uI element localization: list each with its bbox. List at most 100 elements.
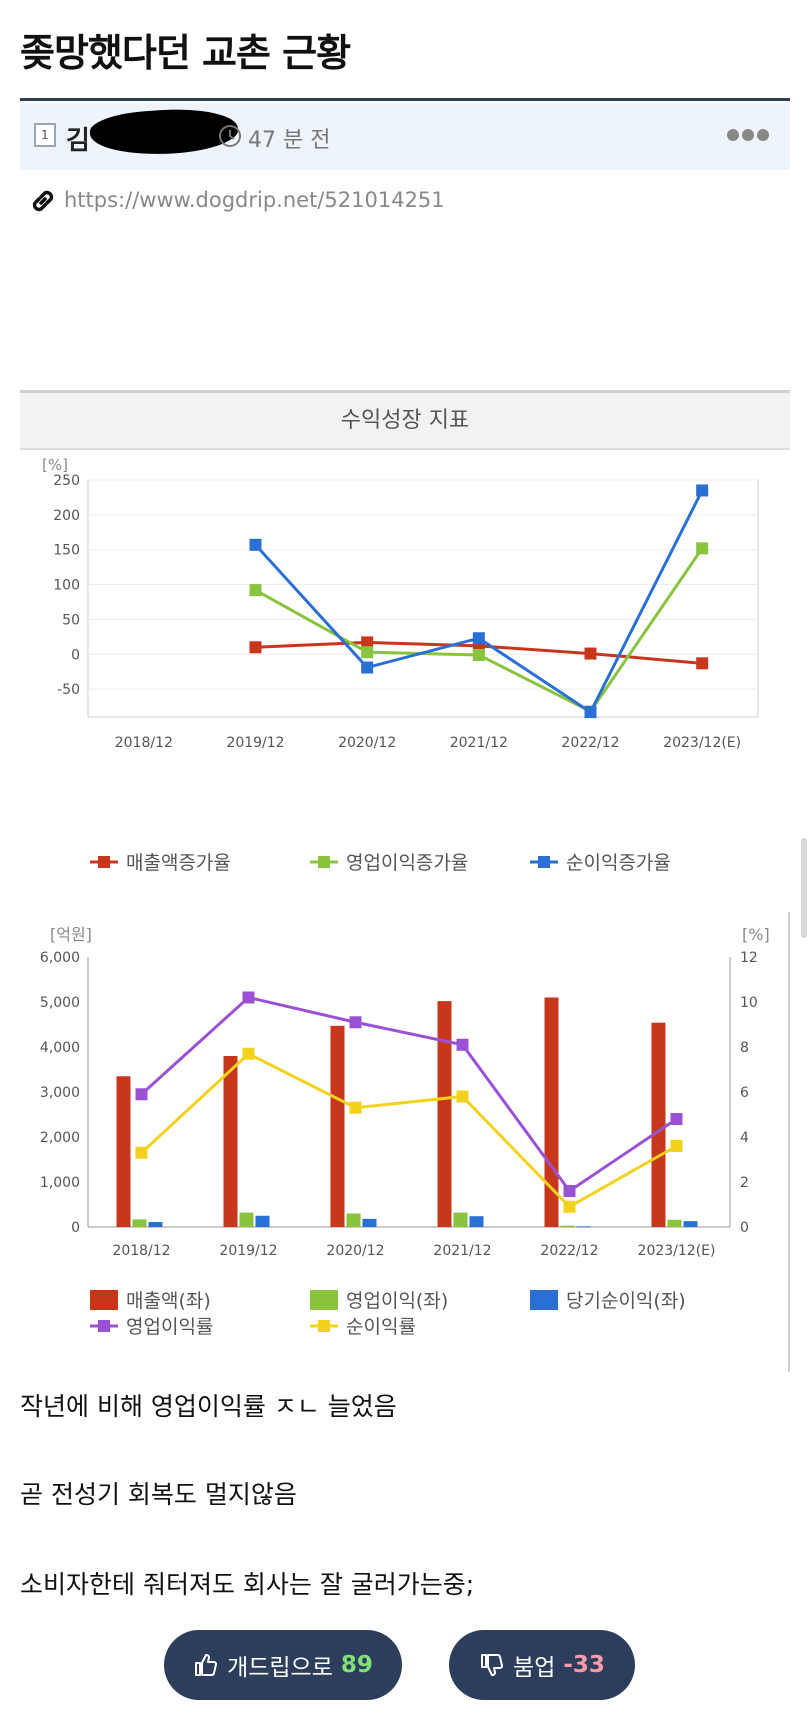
legend-marker (98, 856, 110, 868)
legend-label: 매출액(좌) (126, 1290, 211, 1312)
y-tick-label: 200 (53, 508, 80, 524)
right-tick-label: 2 (740, 1175, 749, 1191)
legend-marker (530, 1290, 558, 1310)
bar (362, 1218, 377, 1227)
y-tick-label: 50 (62, 612, 80, 628)
data-point (456, 1038, 469, 1051)
x-tick-label: 2019/12 (226, 735, 284, 751)
redaction-scribble (88, 104, 240, 160)
right-tick-label: 4 (740, 1130, 749, 1146)
x-tick-label: 2021/12 (433, 1243, 491, 1259)
x-tick-label: 2020/12 (338, 735, 396, 751)
data-point (349, 1016, 362, 1029)
legend-label: 영업이익(좌) (346, 1290, 448, 1312)
bar (116, 1076, 131, 1227)
body-line-3: 소비자한테 줘터져도 회사는 잘 굴러가는중; (20, 1570, 475, 1599)
x-tick-label: 2018/12 (112, 1243, 170, 1259)
data-point (696, 657, 709, 670)
legend-marker (318, 856, 330, 868)
legend-marker (310, 1290, 338, 1310)
legend-label: 매출액증가율 (126, 852, 231, 874)
right-tick-label: 6 (740, 1085, 749, 1101)
bar (223, 1056, 238, 1227)
body-line-2: 곧 전성기 회복도 멀지않음 (20, 1480, 297, 1509)
data-point (349, 1101, 362, 1114)
title-divider (20, 98, 790, 101)
upvote-label: 개드립으로 (227, 1655, 333, 1681)
y-tick-label: 150 (53, 543, 80, 559)
left-tick-label: 1,000 (40, 1175, 80, 1191)
growth-line-chart: [%] 250 200 150 100 50 0 -50 2018/12 2019/12 2020… (42, 456, 759, 874)
data-point (242, 991, 255, 1004)
x-tick-label: 2023/12(E) (638, 1243, 716, 1259)
right-tick-label: 0 (740, 1220, 749, 1236)
left-axis-unit: [억원] (50, 925, 92, 944)
plot-area (87, 479, 759, 718)
data-point (563, 1185, 576, 1197)
data-point (696, 484, 709, 497)
left-tick-label: 6,000 (40, 950, 80, 966)
legend-marker (98, 1320, 110, 1332)
x-tick-label: 2020/12 (326, 1243, 384, 1259)
legend-label: 순이익증가율 (566, 852, 671, 874)
data-point (670, 1140, 683, 1152)
body-line-1: 작년에 비해 영업이익률 ㅈㄴ 늘었음 (20, 1392, 397, 1421)
data-point (249, 641, 262, 654)
right-axis-unit: [%] (742, 925, 770, 944)
bar (437, 1001, 452, 1227)
downvote-button[interactable]: 붐업 -33 (449, 1630, 635, 1700)
y-tick-label: 250 (53, 473, 80, 489)
y-tick-label: -50 (57, 682, 80, 698)
downvote-label: 붐업 (513, 1655, 556, 1681)
data-point (361, 646, 374, 659)
left-tick-label: 4,000 (40, 1040, 80, 1056)
data-point (135, 1146, 148, 1159)
legend-label: 순이익률 (346, 1316, 416, 1338)
upvote-button[interactable]: 개드립으로 89 (164, 1630, 402, 1700)
bar (667, 1219, 682, 1227)
profit-combo-chart: [억원] [%] 6,000 5,000 4,000 3,000 2,000 1,000 0… (40, 925, 770, 1338)
right-tick-label: 8 (740, 1040, 749, 1056)
x-tick-label: 2018/12 (115, 735, 173, 751)
legend-label: 영업이익률 (126, 1316, 213, 1338)
data-point (249, 538, 262, 551)
left-tick-label: 5,000 (40, 995, 80, 1011)
data-point (361, 661, 374, 674)
data-point (456, 1090, 469, 1103)
x-tick-label: 2019/12 (219, 1243, 277, 1259)
y-axis-unit: [%] (42, 456, 68, 474)
left-tick-label: 0 (71, 1220, 80, 1236)
y-tick-label: 0 (71, 647, 80, 663)
data-point (584, 647, 597, 660)
left-tick-label: 3,000 (40, 1085, 80, 1101)
data-point (242, 1047, 255, 1060)
left-tick-label: 2,000 (40, 1130, 80, 1146)
x-tick-label: 2021/12 (450, 735, 508, 751)
post-time: 47 분 전 (248, 128, 331, 153)
thumbs-down-icon (481, 1654, 504, 1677)
bar (453, 1212, 468, 1227)
downvote-count: -33 (563, 1652, 605, 1678)
data-point (670, 1113, 683, 1125)
data-point (472, 648, 485, 661)
right-tick-label: 12 (740, 950, 758, 966)
post-title: 좆망했다던 교촌 근황 (20, 31, 351, 75)
post-permalink[interactable]: https://www.dogdrip.net/521014251 (64, 188, 445, 212)
thumbs-up-icon (195, 1653, 218, 1676)
clock-icon (219, 125, 241, 147)
data-point (584, 706, 597, 719)
series-line (140, 995, 678, 1194)
legend-marker (318, 1320, 330, 1332)
bar (469, 1216, 484, 1227)
bar (239, 1212, 254, 1227)
bar (330, 1025, 345, 1227)
member-level-icon: 1 (34, 123, 56, 147)
data-point (563, 1200, 576, 1213)
data-point (696, 542, 709, 555)
more-options-icon[interactable] (726, 126, 770, 144)
scrollbar-thumb[interactable] (801, 838, 807, 938)
author-name[interactable]: 김 (66, 126, 90, 156)
bar (346, 1213, 361, 1227)
data-point (249, 584, 262, 597)
upvote-count: 89 (340, 1652, 373, 1678)
